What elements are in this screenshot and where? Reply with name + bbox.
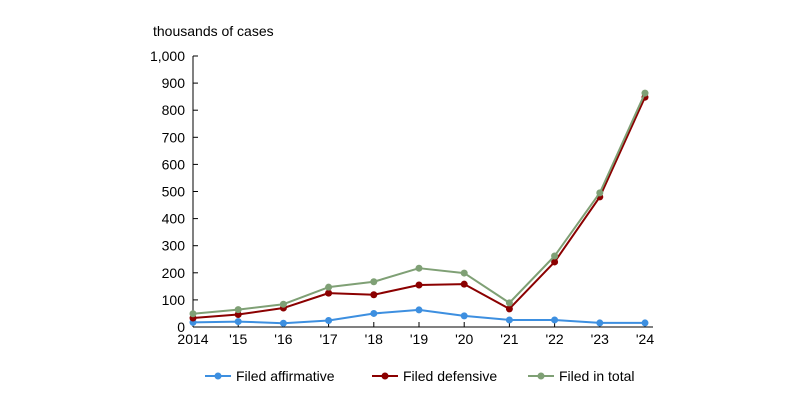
data-point-filed-in-total — [415, 264, 423, 272]
x-tick-label: '20 — [455, 331, 473, 347]
x-tick-label: '24 — [636, 331, 654, 347]
data-point-filed-affirmative — [505, 316, 513, 324]
x-tick-label: '21 — [500, 331, 518, 347]
x-tick-label: '17 — [319, 331, 337, 347]
y-tick-label: 200 — [162, 265, 186, 281]
y-tick-label: 0 — [177, 319, 185, 335]
data-point-filed-in-total — [641, 89, 649, 97]
data-point-filed-affirmative — [415, 306, 423, 314]
legend-swatch-marker — [381, 372, 389, 380]
series-filed-in-total — [189, 89, 649, 318]
x-tick-label: '15 — [229, 331, 247, 347]
data-point-filed-affirmative — [460, 312, 468, 320]
data-point-filed-affirmative — [234, 318, 242, 326]
data-point-filed-affirmative — [596, 319, 604, 327]
data-point-filed-defensive — [370, 291, 378, 299]
plot-area — [189, 89, 649, 327]
x-tick-label: '16 — [274, 331, 292, 347]
y-tick-label: 700 — [162, 129, 186, 145]
data-point-filed-defensive — [460, 280, 468, 288]
data-point-filed-in-total — [325, 283, 333, 291]
x-tick-label: '18 — [365, 331, 383, 347]
series-filed-affirmative — [189, 306, 649, 327]
y-tick-label: 1,000 — [150, 48, 185, 64]
x-tick-label: '22 — [545, 331, 563, 347]
data-point-filed-affirmative — [551, 316, 559, 324]
x-axis: 2014 '15 '16 '17 '18 '19 '20 '21 '22 '23 '24 — [177, 322, 654, 347]
legend-label: Filed affirmative — [236, 368, 335, 384]
series-filed-defensive — [189, 93, 649, 322]
legend-swatch-marker — [214, 372, 222, 380]
axes-lines — [192, 56, 653, 328]
legend: Filed affirmative Filed defensive Filed in… — [205, 368, 634, 384]
data-point-filed-affirmative — [325, 316, 333, 324]
legend-item-filed-defensive: Filed defensive — [372, 368, 497, 384]
x-tick-label: 2014 — [177, 331, 208, 347]
y-tick-label: 800 — [162, 102, 186, 118]
data-point-filed-defensive — [325, 289, 333, 297]
legend-label: Filed in total — [559, 368, 634, 384]
y-tick-label: 400 — [162, 211, 186, 227]
y-tick-label: 100 — [162, 292, 186, 308]
x-tick-label: '19 — [410, 331, 428, 347]
data-point-filed-affirmative — [279, 319, 287, 327]
data-point-filed-in-total — [551, 252, 559, 260]
x-tick-label: '23 — [591, 331, 609, 347]
legend-item-filed-affirmative: Filed affirmative — [205, 368, 335, 384]
y-tick-label: 500 — [162, 184, 186, 200]
data-point-filed-defensive — [505, 305, 513, 313]
data-point-filed-defensive — [551, 258, 559, 266]
y-tick-label: 300 — [162, 238, 186, 254]
legend-label: Filed defensive — [403, 368, 497, 384]
data-point-filed-in-total — [596, 189, 604, 197]
data-point-filed-in-total — [370, 278, 378, 286]
legend-swatch-marker — [537, 372, 545, 380]
data-point-filed-affirmative — [641, 319, 649, 327]
data-point-filed-in-total — [189, 310, 197, 318]
series-line-filed-in-total — [192, 92, 646, 315]
legend-item-filed-in-total: Filed in total — [528, 368, 634, 384]
data-point-filed-defensive — [234, 311, 242, 319]
data-point-filed-in-total — [234, 306, 242, 314]
data-point-filed-defensive — [415, 281, 423, 289]
y-tick-label: 900 — [162, 75, 186, 91]
data-point-filed-in-total — [460, 269, 468, 277]
data-point-filed-affirmative — [370, 309, 378, 317]
y-axis-unit-label: thousands of cases — [153, 23, 274, 39]
y-axis: 0 100 200 300 400 500 600 700 800 900 1,000 — [150, 48, 198, 335]
y-tick-label: 600 — [162, 156, 186, 172]
data-point-filed-in-total — [505, 299, 513, 307]
data-point-filed-in-total — [279, 300, 287, 308]
